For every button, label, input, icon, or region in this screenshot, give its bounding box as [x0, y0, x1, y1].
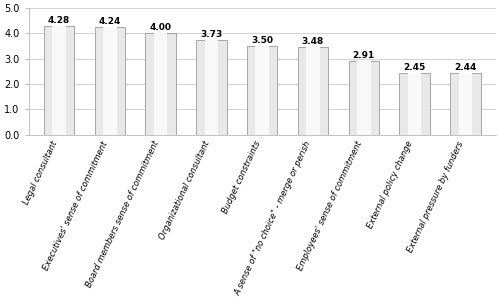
Bar [204, 40, 218, 135]
Bar [94, 27, 125, 135]
Bar [348, 61, 379, 135]
Bar [450, 73, 480, 135]
Text: 2.91: 2.91 [352, 51, 375, 60]
Text: 3.50: 3.50 [251, 36, 273, 45]
Bar [256, 46, 269, 135]
Bar [103, 27, 117, 135]
Bar [298, 47, 328, 135]
Text: 3.48: 3.48 [302, 37, 324, 46]
Bar [306, 47, 320, 135]
Bar [357, 61, 370, 135]
Bar [400, 73, 430, 135]
Bar [154, 33, 168, 135]
Bar [247, 46, 278, 135]
Bar [408, 73, 422, 135]
Text: 4.00: 4.00 [150, 23, 172, 33]
Text: 3.73: 3.73 [200, 30, 222, 39]
Bar [146, 33, 176, 135]
Bar [196, 40, 226, 135]
Text: 4.28: 4.28 [48, 16, 70, 25]
Text: 2.44: 2.44 [454, 63, 476, 72]
Text: 4.24: 4.24 [98, 17, 121, 26]
Bar [44, 26, 74, 135]
Bar [458, 73, 472, 135]
Bar [52, 26, 66, 135]
Text: 2.45: 2.45 [404, 63, 425, 72]
